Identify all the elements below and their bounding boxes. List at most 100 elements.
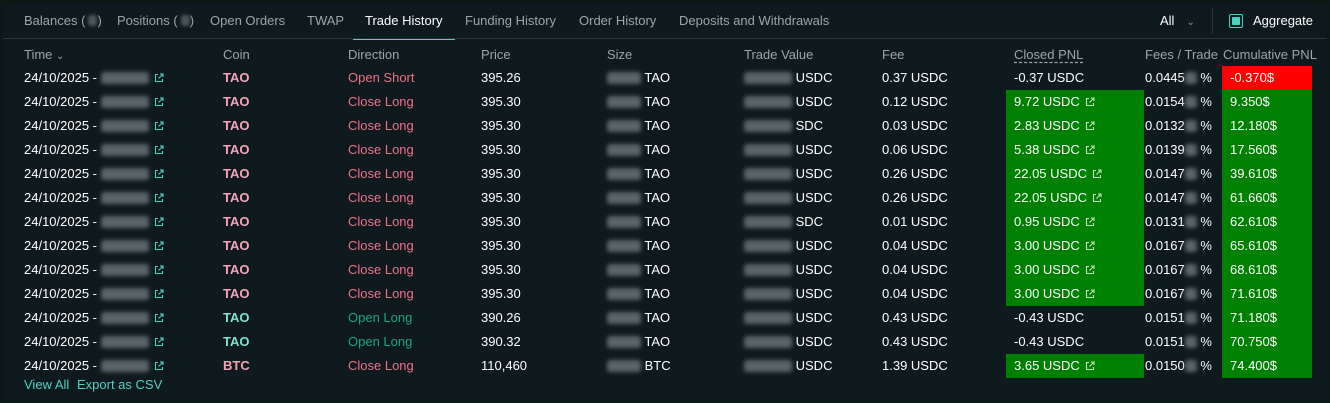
cumulative-pnl-highlight — [1222, 162, 1312, 186]
closed-pnl-cell[interactable]: 3.00 USDC — [1014, 282, 1095, 306]
coin-cell[interactable]: TAO — [223, 70, 250, 85]
external-link-icon[interactable] — [1085, 241, 1095, 251]
tab-balances[interactable]: Balances () — [24, 13, 102, 28]
tab-deposits-withdrawals[interactable]: Deposits and Withdrawals — [679, 13, 830, 28]
fees-trade-cell: 0.0131 % — [1145, 214, 1212, 229]
closed-pnl-cell: -0.37 USDC — [1014, 70, 1085, 85]
coin-cell[interactable]: TAO — [223, 118, 250, 133]
closed-pnl-cell[interactable]: 0.95 USDC — [1014, 210, 1095, 234]
closed-pnl-cell[interactable]: 5.38 USDC — [1014, 138, 1095, 162]
external-link-icon[interactable] — [154, 217, 164, 227]
external-link-icon[interactable] — [154, 313, 164, 323]
closed-pnl-highlight — [1006, 138, 1144, 162]
closed-pnl-cell[interactable]: 22.05 USDC — [1014, 186, 1102, 210]
tab-open-orders[interactable]: Open Orders — [210, 13, 286, 28]
tab-order-history[interactable]: Order History — [579, 13, 657, 28]
closed-pnl-cell[interactable]: 3.65 USDC — [1014, 354, 1095, 378]
closed-pnl-cell[interactable]: 3.00 USDC — [1014, 258, 1095, 282]
coin-cell[interactable]: TAO — [223, 166, 250, 181]
external-link-icon[interactable] — [1085, 145, 1095, 155]
blurred-digits — [1184, 288, 1197, 300]
coin-cell[interactable]: TAO — [223, 190, 250, 205]
cumulative-pnl-highlight — [1222, 330, 1312, 354]
closed-pnl-cell[interactable]: 3.00 USDC — [1014, 234, 1095, 258]
coin-cell[interactable]: TAO — [223, 286, 250, 301]
coin-cell[interactable]: TAO — [223, 334, 250, 349]
external-link-icon[interactable] — [154, 97, 164, 107]
closed-pnl-cell[interactable]: 9.72 USDC — [1014, 90, 1095, 114]
blurred-digits — [1184, 240, 1197, 252]
tab-funding-history[interactable]: Funding History — [465, 13, 557, 28]
view-all-link[interactable]: View All — [24, 377, 70, 392]
external-link-icon[interactable] — [154, 361, 164, 371]
fees-trade-cell: 0.0151 % — [1145, 334, 1212, 349]
external-link-icon[interactable] — [154, 121, 164, 131]
fees-trade-cell: 0.0150 % — [1145, 358, 1212, 373]
external-link-icon[interactable] — [1085, 289, 1095, 299]
tab-trade-history[interactable]: Trade History — [353, 3, 455, 40]
blurred-time — [100, 336, 149, 348]
closed-pnl-cell[interactable]: 2.83 USDC — [1014, 114, 1095, 138]
price-cell: 395.30 — [481, 94, 521, 109]
fee-cell: 0.04 USDC — [882, 262, 948, 277]
blurred-digits — [1184, 192, 1197, 204]
external-link-icon[interactable] — [1085, 121, 1095, 131]
direction-cell: Close Long — [348, 94, 414, 109]
blurred-size — [607, 192, 641, 204]
aggregate-checkbox[interactable] — [1229, 14, 1243, 28]
cumulative-pnl-highlight — [1222, 354, 1312, 378]
blurred-size — [607, 240, 641, 252]
size-cell: TAO — [607, 186, 670, 210]
coin-cell[interactable]: TAO — [223, 238, 250, 253]
fee-cell: 0.04 USDC — [882, 238, 948, 253]
external-link-icon[interactable] — [154, 73, 164, 83]
external-link-icon[interactable] — [1085, 361, 1095, 371]
external-link-icon[interactable] — [154, 169, 164, 179]
external-link-icon[interactable] — [154, 193, 164, 203]
filter-select[interactable]: All ⌄ — [1160, 3, 1195, 39]
blurred-value — [744, 120, 792, 132]
table-row: 24/10/2025 - TAO Close Long 395.30 TAO USD… — [3, 162, 1327, 186]
coin-cell[interactable]: TAO — [223, 142, 250, 157]
cumulative-pnl-highlight — [1222, 138, 1312, 162]
blurred-size — [607, 264, 641, 276]
external-link-icon[interactable] — [154, 289, 164, 299]
fees-trade-cell: 0.0445 % — [1145, 70, 1212, 85]
column-header-closed-pnl[interactable]: Closed PNL — [1014, 47, 1084, 62]
external-link-icon[interactable] — [1085, 265, 1095, 275]
external-link-icon[interactable] — [1092, 193, 1102, 203]
blurred-count — [180, 15, 190, 26]
external-link-icon[interactable] — [1092, 169, 1102, 179]
cumulative-pnl-highlight — [1222, 66, 1312, 90]
closed-pnl-cell[interactable]: 22.05 USDC — [1014, 162, 1102, 186]
blurred-value — [744, 240, 792, 252]
external-link-icon[interactable] — [1085, 217, 1095, 227]
closed-pnl-highlight — [1006, 282, 1144, 306]
export-csv-link[interactable]: Export as CSV — [77, 377, 163, 392]
coin-cell[interactable]: TAO — [223, 262, 250, 277]
blurred-value — [744, 312, 792, 324]
trade-value-cell: USDC — [744, 138, 832, 162]
blurred-time — [100, 312, 149, 324]
coin-cell[interactable]: TAO — [223, 214, 250, 229]
size-cell: TAO — [607, 330, 670, 354]
external-link-icon[interactable] — [154, 145, 164, 155]
trade-value-cell: USDC — [744, 330, 832, 354]
coin-cell[interactable]: BTC — [223, 358, 250, 373]
tab-positions[interactable]: Positions () — [117, 13, 195, 28]
tab-twap[interactable]: TWAP — [307, 13, 345, 28]
external-link-icon[interactable] — [154, 337, 164, 347]
coin-cell[interactable]: TAO — [223, 310, 250, 325]
column-header-time[interactable]: Time ⌄ — [24, 47, 65, 62]
coin-cell[interactable]: TAO — [223, 94, 250, 109]
external-link-icon[interactable] — [1085, 97, 1095, 107]
external-link-icon[interactable] — [154, 265, 164, 275]
table-row: 24/10/2025 - TAO Open Long 390.26 TAO USDC… — [3, 306, 1327, 330]
direction-cell: Close Long — [348, 118, 414, 133]
size-cell: TAO — [607, 114, 670, 138]
price-cell: 395.30 — [481, 190, 521, 205]
external-link-icon[interactable] — [154, 241, 164, 251]
blurred-time — [100, 264, 149, 276]
direction-cell: Close Long — [348, 262, 414, 277]
size-cell: TAO — [607, 162, 670, 186]
